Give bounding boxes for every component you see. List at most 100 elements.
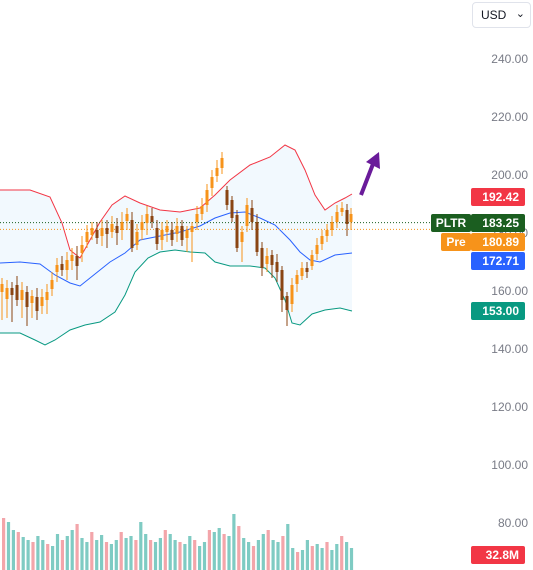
volume-bar xyxy=(237,526,241,570)
candle-body xyxy=(330,222,334,230)
volume-bar xyxy=(134,540,138,570)
volume-bar xyxy=(26,540,30,570)
candle-body xyxy=(315,245,319,254)
candle-body xyxy=(340,208,344,212)
candle-body xyxy=(0,284,4,292)
volume-bar xyxy=(345,542,349,570)
last-price-tag: 183.25 xyxy=(471,214,525,232)
volume-bar xyxy=(325,542,329,570)
candle-body xyxy=(105,228,109,234)
volume-bar xyxy=(310,546,314,570)
candle-body xyxy=(115,226,119,233)
volume-bar xyxy=(349,548,354,570)
candle-body xyxy=(125,214,129,221)
candle-body xyxy=(349,214,353,222)
price-axis-tick: 240.00 xyxy=(491,52,528,66)
candle-body xyxy=(60,264,64,270)
candle-body xyxy=(180,226,184,240)
candle-body xyxy=(85,232,89,242)
volume-bar xyxy=(41,540,45,570)
candle-body xyxy=(25,292,29,307)
candle-body xyxy=(185,230,189,238)
volume-bar xyxy=(85,542,89,570)
price-axis-tick: 200.00 xyxy=(491,168,528,182)
candle-body xyxy=(220,158,224,168)
candle-body xyxy=(285,296,289,310)
candle-body xyxy=(345,210,349,224)
candle-body xyxy=(50,280,54,289)
price-axis-tick: 120.00 xyxy=(491,400,528,414)
currency-select[interactable]: USD ⌄ xyxy=(472,2,531,28)
volume-bar xyxy=(193,540,197,570)
currency-value: USD xyxy=(481,8,507,22)
candle-body xyxy=(155,228,159,244)
candle-body xyxy=(165,226,169,232)
price-axis-tick: 160.00 xyxy=(491,284,528,298)
candle-body xyxy=(45,292,49,300)
candle-body xyxy=(140,222,144,230)
symbol-tag: PLTR xyxy=(431,214,471,232)
candle-body xyxy=(170,230,174,240)
price-axis-tick: 100.00 xyxy=(491,458,528,472)
volume-bar xyxy=(291,548,295,570)
volume-bar xyxy=(168,534,172,570)
volume-bar xyxy=(183,544,187,570)
volume-bar xyxy=(271,540,275,570)
volume-bar xyxy=(31,542,35,570)
volume-bar xyxy=(114,540,118,570)
volume-bar xyxy=(144,534,148,570)
volume-bar xyxy=(266,530,270,570)
volume-tag: 32.8M xyxy=(471,546,525,564)
volume-bar xyxy=(153,542,158,570)
candle-body xyxy=(75,256,79,266)
candle-body xyxy=(120,222,124,230)
volume-bar xyxy=(305,540,309,570)
candle-body xyxy=(55,265,59,272)
volume-bar xyxy=(330,550,334,570)
candle-body xyxy=(320,236,324,244)
premarket-price-tag: 180.89 xyxy=(471,233,525,251)
candle-body xyxy=(230,200,234,218)
volume-bar xyxy=(320,548,324,570)
volume-bar xyxy=(217,528,221,570)
candle-body xyxy=(135,232,139,245)
trend-arrow-icon[interactable] xyxy=(359,152,380,196)
candle-body xyxy=(200,206,204,214)
volume-bar xyxy=(242,538,246,570)
candle-body xyxy=(255,222,259,252)
volume-bar xyxy=(163,530,167,570)
volume-bar xyxy=(124,538,128,570)
candle-body xyxy=(205,190,209,205)
candle-body xyxy=(240,232,244,242)
candle-body xyxy=(265,256,269,264)
middle-band-tag: 172.71 xyxy=(471,252,525,270)
volume-bar xyxy=(212,532,216,570)
volume-bar xyxy=(315,544,319,570)
volume-bar xyxy=(90,532,94,570)
volume-bar xyxy=(247,542,251,570)
volume-bar xyxy=(75,524,79,570)
premarket-label-tag: Pre xyxy=(441,233,471,251)
candle-body xyxy=(95,230,99,238)
volume-bar xyxy=(46,544,50,570)
volume-bar xyxy=(129,536,133,570)
candle-body xyxy=(100,228,104,236)
volume-bar xyxy=(207,530,211,570)
volume-bar xyxy=(60,540,64,570)
candle-body xyxy=(80,245,84,253)
candle-body xyxy=(175,226,179,234)
price-axis-tick: 140.00 xyxy=(491,342,528,356)
upper-band-tag: 192.42 xyxy=(471,188,525,206)
candle-body xyxy=(305,268,309,272)
candle-body xyxy=(65,260,69,270)
volume-bar xyxy=(139,522,143,570)
volume-bar xyxy=(300,550,305,570)
candle-body xyxy=(35,297,39,311)
candle-body xyxy=(275,262,279,272)
candle-body xyxy=(10,288,14,295)
volume-bar xyxy=(149,540,153,570)
candle-body xyxy=(335,212,339,222)
candle-body xyxy=(245,205,249,226)
volume-bar xyxy=(198,546,202,570)
